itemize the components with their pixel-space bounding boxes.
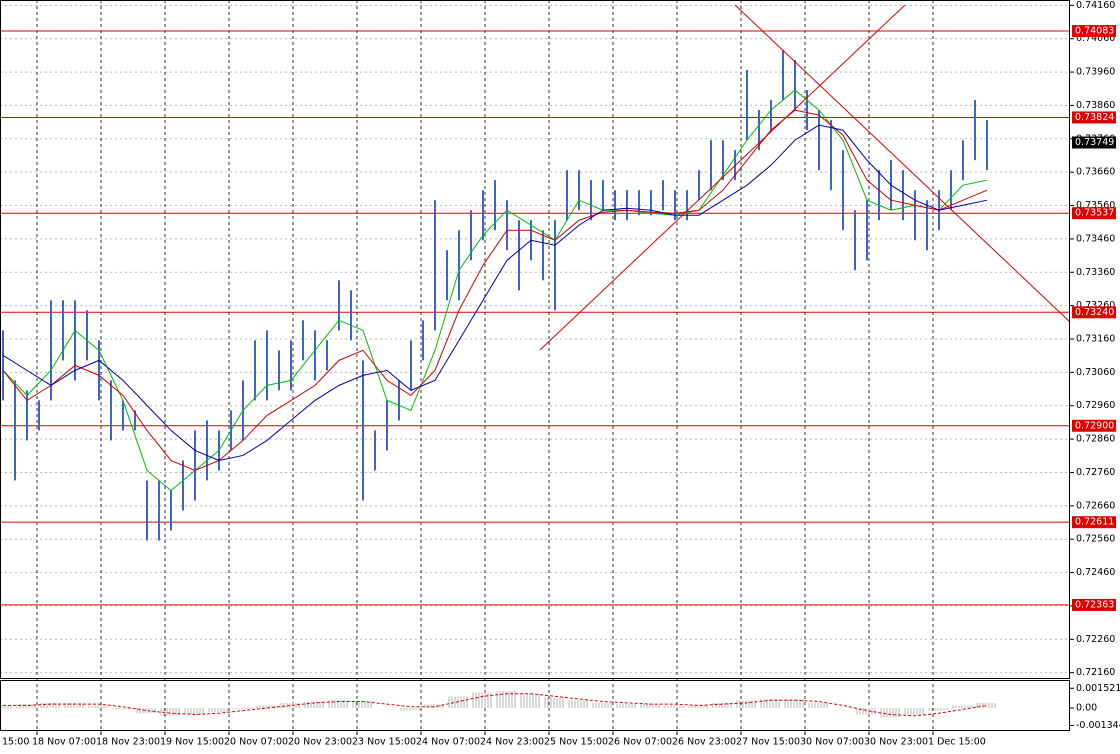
y-tick-label: 0.73960 [1076, 67, 1115, 78]
osc-tick-label: 0.00 [1076, 703, 1097, 714]
osc-tick-label: -0.001344 [1076, 720, 1120, 731]
x-tick-label: 1 Dec 15:00 [928, 737, 986, 748]
level-label-bg [1072, 598, 1116, 611]
level-label: 0.72900 [1075, 420, 1114, 431]
trend-line [539, 4, 906, 351]
y-tick-label: 0.73060 [1076, 367, 1115, 378]
grid [0, 0, 1070, 730]
x-tick-label: 24 Nov 23:00 [480, 737, 544, 748]
x-tick-label: 18 Nov 07:00 [32, 737, 96, 748]
x-tick-label: 19 Nov 15:00 [160, 737, 224, 748]
y-tick-label: 0.73560 [1076, 200, 1115, 211]
x-tick-label: 26 Nov 23:00 [672, 737, 736, 748]
moving-average [2, 109, 988, 472]
level-label-bg [1072, 25, 1116, 38]
last-price-label: 0.73749 [1075, 137, 1114, 148]
level-label-bg [1072, 516, 1116, 529]
y-tick-label: 0.72860 [1076, 434, 1115, 445]
x-tick-label: 27 Nov 15:00 [736, 737, 800, 748]
oscillator-frame [0, 680, 1070, 731]
moving-average [2, 124, 988, 461]
moving-average [2, 89, 988, 492]
x-tick-label: 26 Nov 07:00 [608, 737, 672, 748]
main-frame [0, 0, 1070, 679]
y-tick-label: 0.72560 [1076, 534, 1115, 545]
level-label-bg [1072, 111, 1116, 124]
level-label: 0.73824 [1075, 112, 1114, 123]
y-tick-label: 0.74060 [1076, 33, 1115, 44]
y-tick-label: 0.72460 [1076, 567, 1115, 578]
level-label-bg [1072, 419, 1116, 432]
y-tick-label: 0.72760 [1076, 467, 1115, 478]
level-label-bg [1072, 207, 1116, 220]
x-tick-label: 20 Nov 07:00 [224, 737, 288, 748]
y-tick-label: 0.72960 [1076, 400, 1115, 411]
level-label: 0.73537 [1075, 208, 1114, 219]
x-tick-label: 25 Nov 15:00 [544, 737, 608, 748]
x-tick-label: 30 Nov 07:00 [800, 737, 864, 748]
y-tick-label: 0.72660 [1076, 500, 1115, 511]
y-tick-label: 0.73460 [1076, 233, 1115, 244]
plot [0, 30, 1070, 718]
y-tick-label: 0.73660 [1076, 167, 1115, 178]
last-price-bg [1072, 136, 1116, 149]
y-tick-label: 0.73360 [1076, 267, 1115, 278]
level-label: 0.74083 [1075, 26, 1114, 37]
osc-tick-label: 0.001521 [1076, 683, 1120, 694]
x-tick-label: 24 Nov 07:00 [416, 737, 480, 748]
y-tick-label: 0.72260 [1076, 634, 1115, 645]
x-tick-label: 15:00 [2, 737, 29, 748]
x-tick-label: 23 Nov 15:00 [352, 737, 416, 748]
level-label: 0.73240 [1075, 307, 1114, 318]
y-tick-label: 0.72160 [1076, 667, 1115, 678]
y-tick-label: 0.74160 [1076, 0, 1115, 11]
level-label: 0.72611 [1075, 517, 1114, 528]
x-tick-label: 18 Nov 23:00 [96, 737, 160, 748]
x-tick-label: 20 Nov 23:00 [288, 737, 352, 748]
y-tick-label: 0.73160 [1076, 334, 1115, 345]
trend-line [734, 4, 1071, 323]
x-tick-label: 30 Nov 23:00 [864, 737, 928, 748]
y-tick-label: 0.73260 [1076, 300, 1115, 311]
level-label: 0.72363 [1075, 599, 1114, 610]
level-label-bg [1072, 306, 1116, 319]
y-tick-label: 0.73860 [1076, 100, 1115, 111]
